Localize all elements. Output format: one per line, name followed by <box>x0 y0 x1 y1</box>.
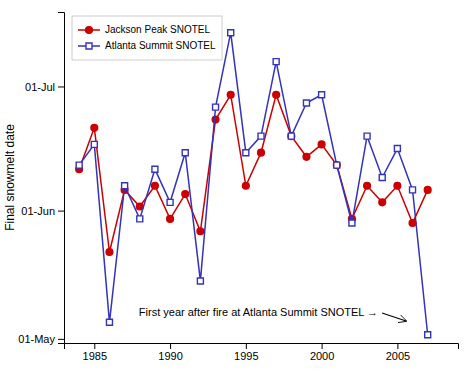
x-tick-mark <box>94 343 95 349</box>
marks <box>76 30 431 338</box>
data-point <box>379 175 385 181</box>
x-tick: 1995 <box>234 343 258 362</box>
data-point <box>288 133 295 140</box>
legend: Jackson Peak SNOTEL Atlanta Summit SNOTEL <box>72 16 222 60</box>
x-tick-mark <box>246 343 247 349</box>
series-line <box>79 33 428 335</box>
x-tick-mark <box>170 343 171 349</box>
data-point <box>182 150 188 156</box>
data-point <box>228 30 234 36</box>
data-point <box>409 220 416 227</box>
data-point <box>334 162 340 168</box>
legend-marker <box>86 27 93 34</box>
data-point <box>258 133 264 139</box>
data-point <box>394 182 401 189</box>
legend-frame <box>72 16 222 60</box>
data-point <box>379 199 386 206</box>
data-point <box>364 133 370 139</box>
annotation-group: First year after fire at Atlanta Summit … <box>139 306 406 321</box>
data-point <box>197 228 204 235</box>
y-axis-title: Final snowmelt date <box>3 124 17 231</box>
data-point <box>319 92 325 98</box>
x-tick-mark <box>322 343 323 349</box>
x-axis: 1985 1990 1995 2000 2005 <box>65 343 459 362</box>
data-point <box>273 59 279 65</box>
data-point <box>182 191 189 198</box>
data-point <box>106 319 112 325</box>
data-point <box>333 162 340 169</box>
plot: 1985 1990 1995 2000 2005 01-May 01-Jun 01-Jul Fi… <box>3 13 459 362</box>
data-point <box>394 146 400 152</box>
data-point <box>410 187 416 193</box>
chart: 1985 1990 1995 2000 2005 01-May 01-Jun 01-Jul Fi… <box>0 0 474 371</box>
data-point <box>318 141 325 148</box>
data-point <box>152 182 159 189</box>
x-tick-label: 2000 <box>310 350 334 362</box>
data-point <box>364 182 371 189</box>
data-point <box>424 187 431 194</box>
data-point <box>273 91 280 98</box>
data-point <box>425 332 431 338</box>
legend-label: Jackson Peak SNOTEL <box>105 24 210 35</box>
annotation-arrow <box>382 313 406 321</box>
y-tick-mark <box>58 339 64 340</box>
series-line <box>79 95 428 252</box>
data-point <box>167 199 173 205</box>
data-point <box>167 215 174 222</box>
annotation: First year after fire at Atlanta Summit … <box>139 306 378 318</box>
y-tick-mark <box>58 86 64 87</box>
data-point <box>227 91 234 98</box>
x-tick: 2000 <box>310 343 334 362</box>
data-point <box>197 278 203 284</box>
data-point <box>76 162 82 168</box>
data-point <box>91 124 98 131</box>
x-tick-label: 1990 <box>158 350 182 362</box>
data-point <box>213 104 219 110</box>
y-tick-label: 01-May <box>18 333 55 345</box>
data-point <box>288 133 294 139</box>
x-tick: 2005 <box>386 343 410 362</box>
x-tick-label: 2005 <box>386 350 410 362</box>
data-point <box>212 116 219 123</box>
y-tick-label: 01-Jul <box>25 80 55 92</box>
x-tick-label: 1995 <box>234 350 258 362</box>
data-point <box>122 183 128 189</box>
data-point <box>349 220 355 226</box>
y-tick: 01-May <box>18 333 64 345</box>
y-axis: 01-May 01-Jun 01-Jul <box>18 13 64 345</box>
legend-label: Atlanta Summit SNOTEL <box>105 40 216 51</box>
y-tick-label: 01-Jun <box>21 205 55 217</box>
data-point <box>152 166 158 172</box>
y-axis-line <box>58 13 65 344</box>
data-point <box>243 150 249 156</box>
x-tick-label: 1985 <box>83 350 107 362</box>
x-axis-line <box>65 344 459 350</box>
data-point <box>137 216 143 222</box>
y-tick: 01-Jun <box>21 205 64 217</box>
x-tick: 1990 <box>158 343 182 362</box>
data-point <box>242 182 249 189</box>
x-tick-mark <box>397 343 398 349</box>
data-point <box>303 153 310 160</box>
legend-marker <box>86 43 92 49</box>
x-tick: 1985 <box>83 343 107 362</box>
y-tick: 01-Jul <box>25 80 64 92</box>
data-point <box>106 249 113 256</box>
data-point <box>303 100 309 106</box>
data-point <box>91 141 97 147</box>
y-tick-mark <box>58 211 64 212</box>
data-point <box>258 149 265 156</box>
